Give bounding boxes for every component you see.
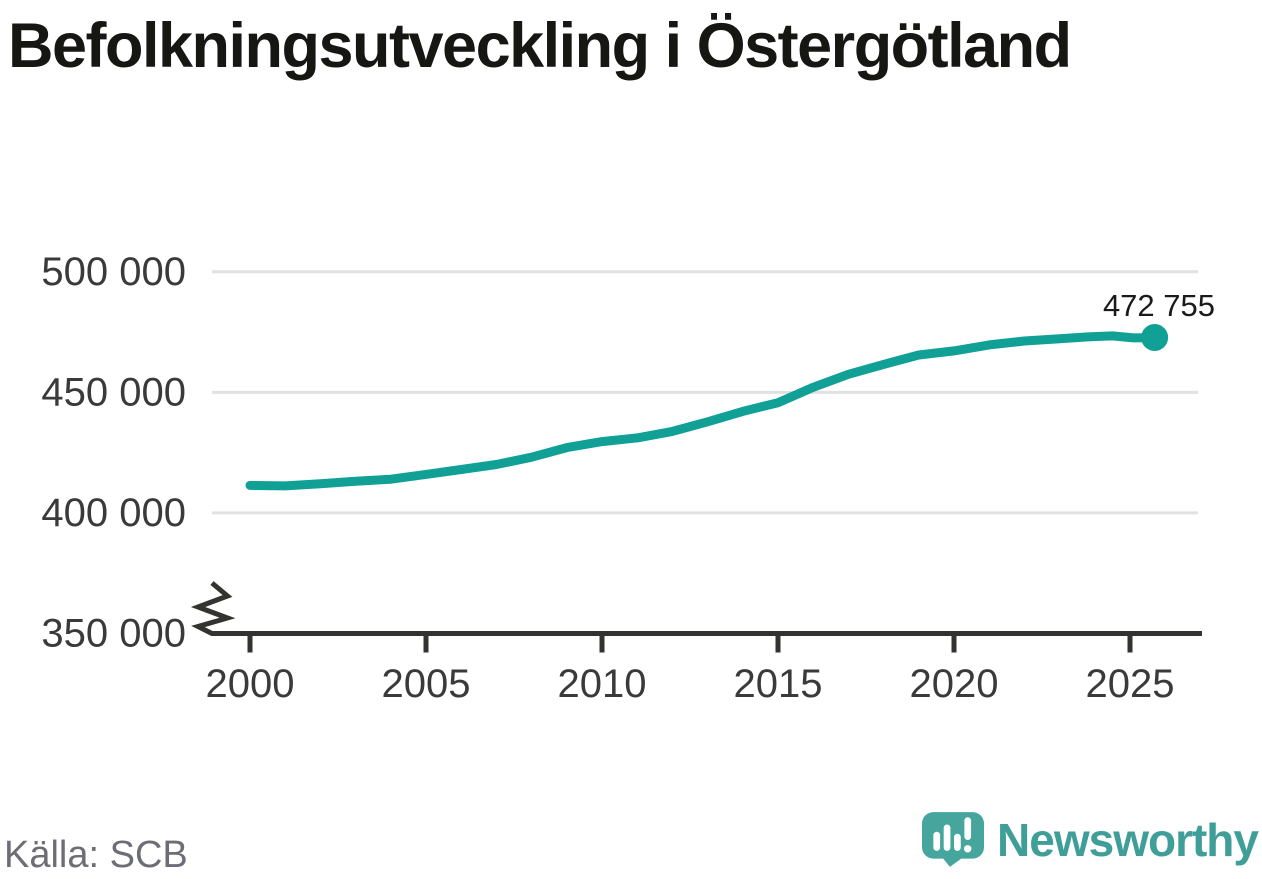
y-axis-tick-label: 400 000 xyxy=(41,491,186,535)
population-line-series xyxy=(245,331,1160,491)
newsworthy-wordmark: Newsworthy xyxy=(997,813,1259,866)
y-axis-tick-label: 500 000 xyxy=(41,250,186,294)
x-axis-tick-label: 2000 xyxy=(206,662,295,706)
newsworthy-brand: Newsworthy xyxy=(922,812,1259,873)
x-axis-tick-label: 2020 xyxy=(910,662,999,706)
x-axis-tick-label: 2015 xyxy=(734,662,823,706)
x-axis-tick-label: 2005 xyxy=(382,662,471,706)
latest-value-label: 472 755 xyxy=(1103,288,1215,323)
x-axis-tick-label: 2010 xyxy=(558,662,647,706)
newsworthy-logo-icon xyxy=(922,812,985,873)
latest-value-marker xyxy=(1141,323,1169,351)
y-axis-tick-label: 350 000 xyxy=(41,612,186,656)
source-note: Källa: SCB xyxy=(4,834,188,876)
x-axis-tick-label: 2025 xyxy=(1086,662,1175,706)
y-axis-break-icon xyxy=(190,581,236,636)
y-axis-tick-label: 450 000 xyxy=(41,370,186,414)
chart-title: Befolkningsutveckling i Östergötland xyxy=(8,11,1072,81)
